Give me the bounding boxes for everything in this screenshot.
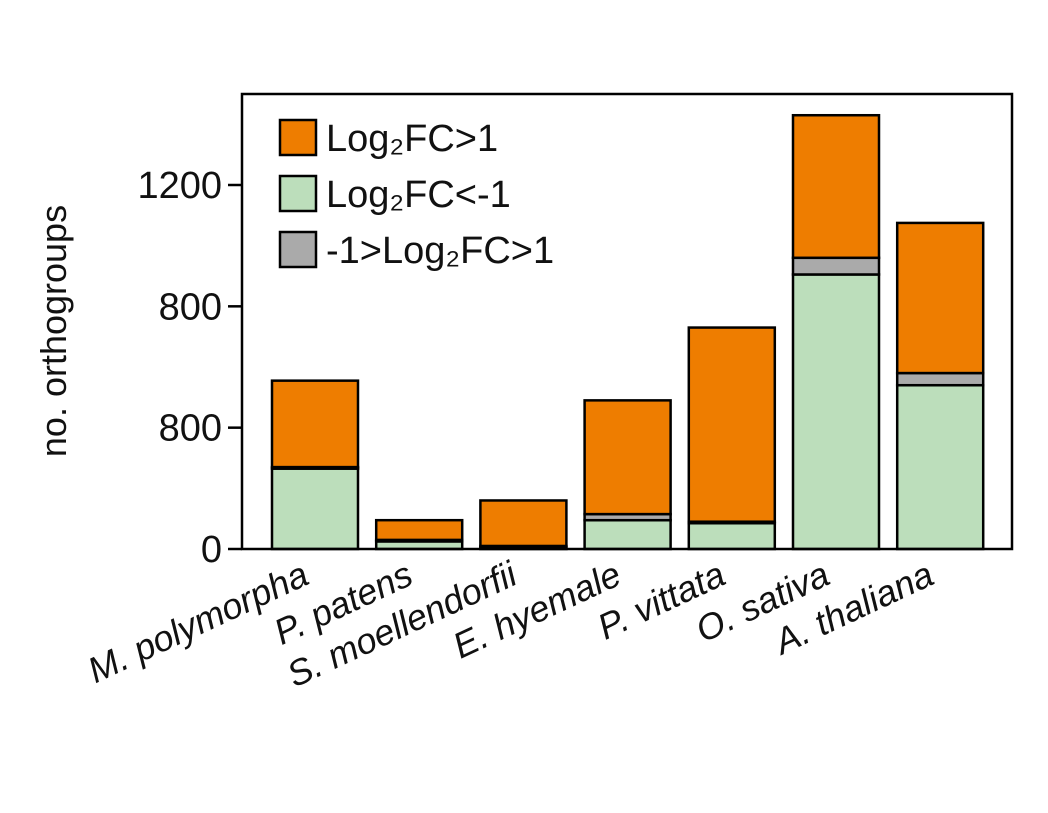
y-axis-label: no. orthogroups bbox=[33, 205, 74, 457]
bar-m-polymorpha-series-2 bbox=[270, 379, 360, 469]
legend-label-1: Log₂FC<-1 bbox=[326, 174, 511, 216]
legend-swatch-1 bbox=[278, 174, 318, 213]
bar-o-sativa-series-1 bbox=[791, 256, 881, 276]
y-axis: 0 800 800 1200 bbox=[137, 165, 242, 571]
legend-swatch-2 bbox=[278, 230, 318, 269]
y-tick-label-3: 1200 bbox=[137, 165, 222, 207]
bar-p-vittata-series-0 bbox=[687, 521, 777, 551]
bar-a-thaliana-series-0 bbox=[895, 383, 985, 551]
bar-e-hyemale-series-0 bbox=[583, 518, 672, 551]
legend-swatch-0 bbox=[278, 118, 318, 157]
y-tick-label-1: 800 bbox=[159, 408, 222, 450]
bar-p-patens-series-2 bbox=[374, 518, 464, 542]
legend-label-2: -1>Log₂FC>1 bbox=[326, 230, 554, 272]
y-tick-label-2: 800 bbox=[159, 286, 222, 328]
legend: Log₂FC>1 Log₂FC<-1 -1>Log₂FC>1 bbox=[278, 118, 554, 272]
bar-a-thaliana-series-2 bbox=[895, 221, 985, 375]
plot-frame bbox=[240, 92, 1014, 551]
bar-s-moellendorfii-series-2 bbox=[479, 499, 568, 548]
bar-a-thaliana-series-1 bbox=[895, 371, 985, 387]
bars-layer bbox=[270, 113, 985, 551]
y-tick-label-0: 0 bbox=[201, 529, 222, 571]
bar-o-sativa-series-2 bbox=[791, 113, 881, 260]
bar-o-sativa-series-0 bbox=[791, 273, 881, 551]
bar-m-polymorpha-series-0 bbox=[270, 467, 360, 551]
bar-e-hyemale-series-2 bbox=[583, 399, 672, 516]
bar-p-vittata-series-2 bbox=[687, 326, 777, 523]
legend-label-0: Log₂FC>1 bbox=[326, 118, 498, 160]
